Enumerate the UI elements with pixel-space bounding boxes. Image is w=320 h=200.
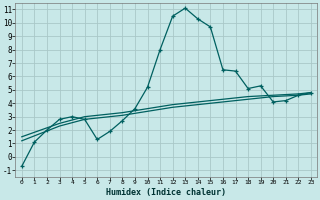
- X-axis label: Humidex (Indice chaleur): Humidex (Indice chaleur): [106, 188, 226, 197]
